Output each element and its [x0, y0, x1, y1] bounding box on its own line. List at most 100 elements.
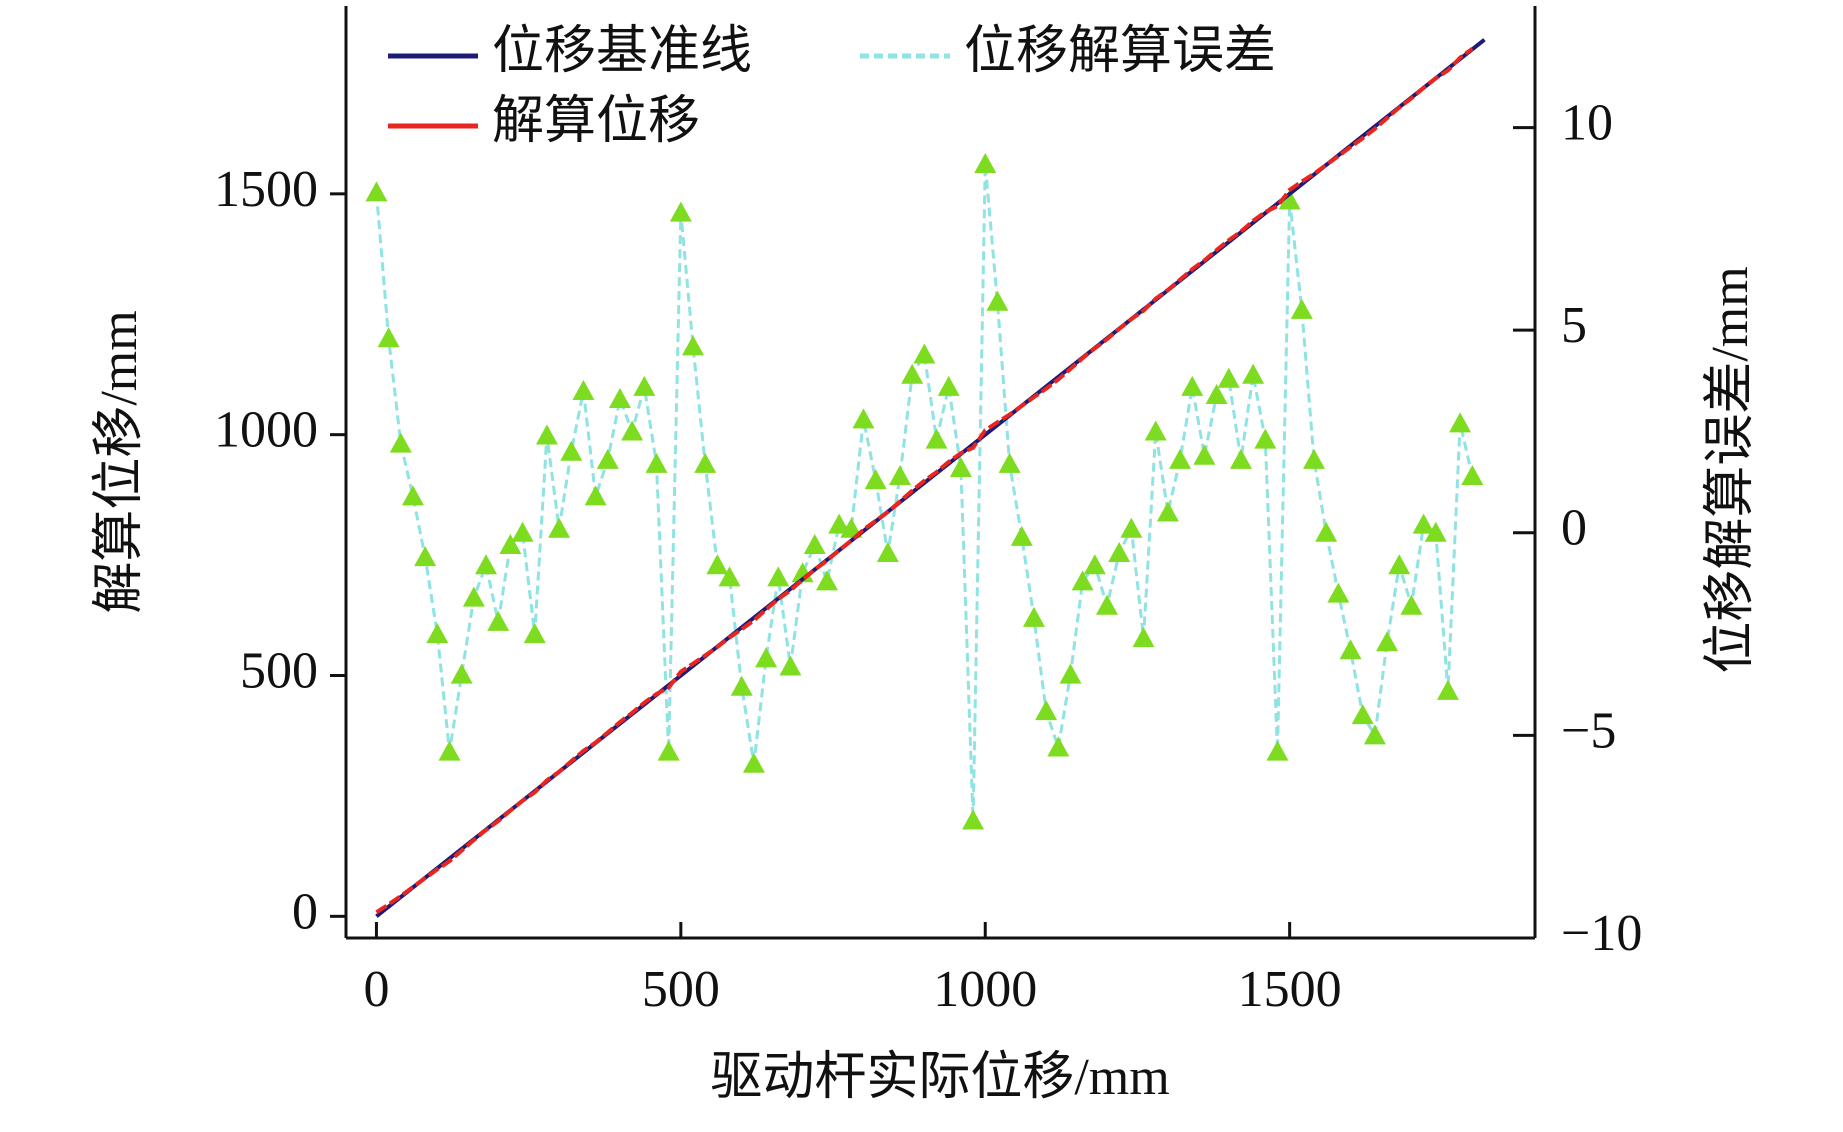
y-tick-label: 1000: [214, 402, 318, 459]
marker: [560, 440, 583, 461]
marker: [913, 343, 936, 364]
marker: [1181, 375, 1204, 396]
marker: [389, 432, 412, 453]
marker: [755, 647, 778, 668]
marker: [1071, 570, 1094, 591]
marker: [669, 201, 692, 222]
marker: [1290, 298, 1313, 319]
marker: [828, 513, 851, 534]
marker: [487, 610, 510, 631]
marker: [645, 452, 668, 473]
marker: [621, 420, 644, 441]
y2-tick-label: 0: [1561, 500, 1587, 557]
y2-tick-label: 5: [1561, 297, 1587, 354]
marker: [1449, 412, 1472, 433]
marker: [974, 153, 997, 174]
marker: [1363, 724, 1386, 745]
marker: [901, 363, 924, 384]
marker: [1193, 444, 1216, 465]
marker: [1351, 704, 1374, 725]
y2-axis-label: 位移解算误差/mm: [1702, 266, 1759, 673]
marker: [1169, 448, 1192, 469]
y-axis-label: 解算位移/mm: [91, 310, 148, 613]
marker: [548, 517, 571, 538]
x-tick-label: 500: [642, 961, 720, 1018]
marker: [1436, 679, 1459, 700]
marker: [1388, 554, 1411, 575]
marker: [1229, 448, 1252, 469]
marker: [1022, 606, 1045, 627]
marker: [840, 517, 863, 538]
marker: [1120, 517, 1143, 538]
y-tick-label: 0: [292, 883, 318, 940]
marker: [475, 554, 498, 575]
marker: [657, 740, 680, 761]
y-tick-label: 1500: [214, 161, 318, 218]
marker: [852, 408, 875, 429]
marker: [949, 456, 972, 477]
marker: [1156, 501, 1179, 522]
marker: [803, 533, 826, 554]
marker: [584, 485, 607, 506]
marker: [1254, 428, 1277, 449]
marker: [365, 181, 388, 202]
x-axis-label: 驱动杆实际位移/mm: [710, 1049, 1169, 1106]
marker: [962, 809, 985, 830]
marker: [779, 655, 802, 676]
marker: [426, 623, 449, 644]
marker: [889, 465, 912, 486]
marker: [1047, 736, 1070, 757]
marker: [1461, 465, 1484, 486]
marker: [742, 752, 765, 773]
marker: [1376, 631, 1399, 652]
marker: [1400, 594, 1423, 615]
marker: [1132, 627, 1155, 648]
marker: [1205, 384, 1228, 405]
marker: [596, 448, 619, 469]
legend-label: 位移基准线: [492, 23, 752, 80]
marker: [694, 452, 717, 473]
marker: [1035, 700, 1058, 721]
marker: [1096, 594, 1119, 615]
marker: [438, 740, 461, 761]
marker: [535, 424, 558, 445]
x-tick-label: 1500: [1238, 961, 1342, 1018]
marker: [1059, 663, 1082, 684]
marker: [876, 542, 899, 563]
marker: [1339, 639, 1362, 660]
marker: [1144, 420, 1167, 441]
marker: [925, 428, 948, 449]
marker: [1315, 521, 1338, 542]
line: [375, 47, 1474, 914]
marker: [608, 388, 631, 409]
marker: [462, 586, 485, 607]
y2-tick-label: 10: [1561, 95, 1613, 152]
y2-tick-label: −5: [1561, 702, 1616, 759]
marker: [450, 663, 473, 684]
y2-tick-label: −10: [1561, 905, 1642, 962]
marker: [986, 290, 1009, 311]
marker: [1266, 740, 1289, 761]
marker: [706, 554, 729, 575]
marker: [815, 570, 838, 591]
marker: [1010, 525, 1033, 546]
y-tick-label: 500: [240, 642, 318, 699]
x-tick-label: 1000: [933, 961, 1037, 1018]
marker: [401, 485, 424, 506]
marker: [511, 521, 534, 542]
marker: [1108, 542, 1131, 563]
legend-label: 解算位移: [492, 93, 700, 150]
marker: [1083, 554, 1106, 575]
marker: [414, 546, 437, 567]
marker: [1242, 363, 1265, 384]
marker: [523, 623, 546, 644]
x-tick-label: 0: [363, 961, 389, 1018]
marker: [499, 533, 522, 554]
marker: [864, 469, 887, 490]
marker: [718, 566, 741, 587]
marker: [1412, 513, 1435, 534]
marker: [1303, 448, 1326, 469]
marker: [998, 452, 1021, 473]
marker: [937, 375, 960, 396]
